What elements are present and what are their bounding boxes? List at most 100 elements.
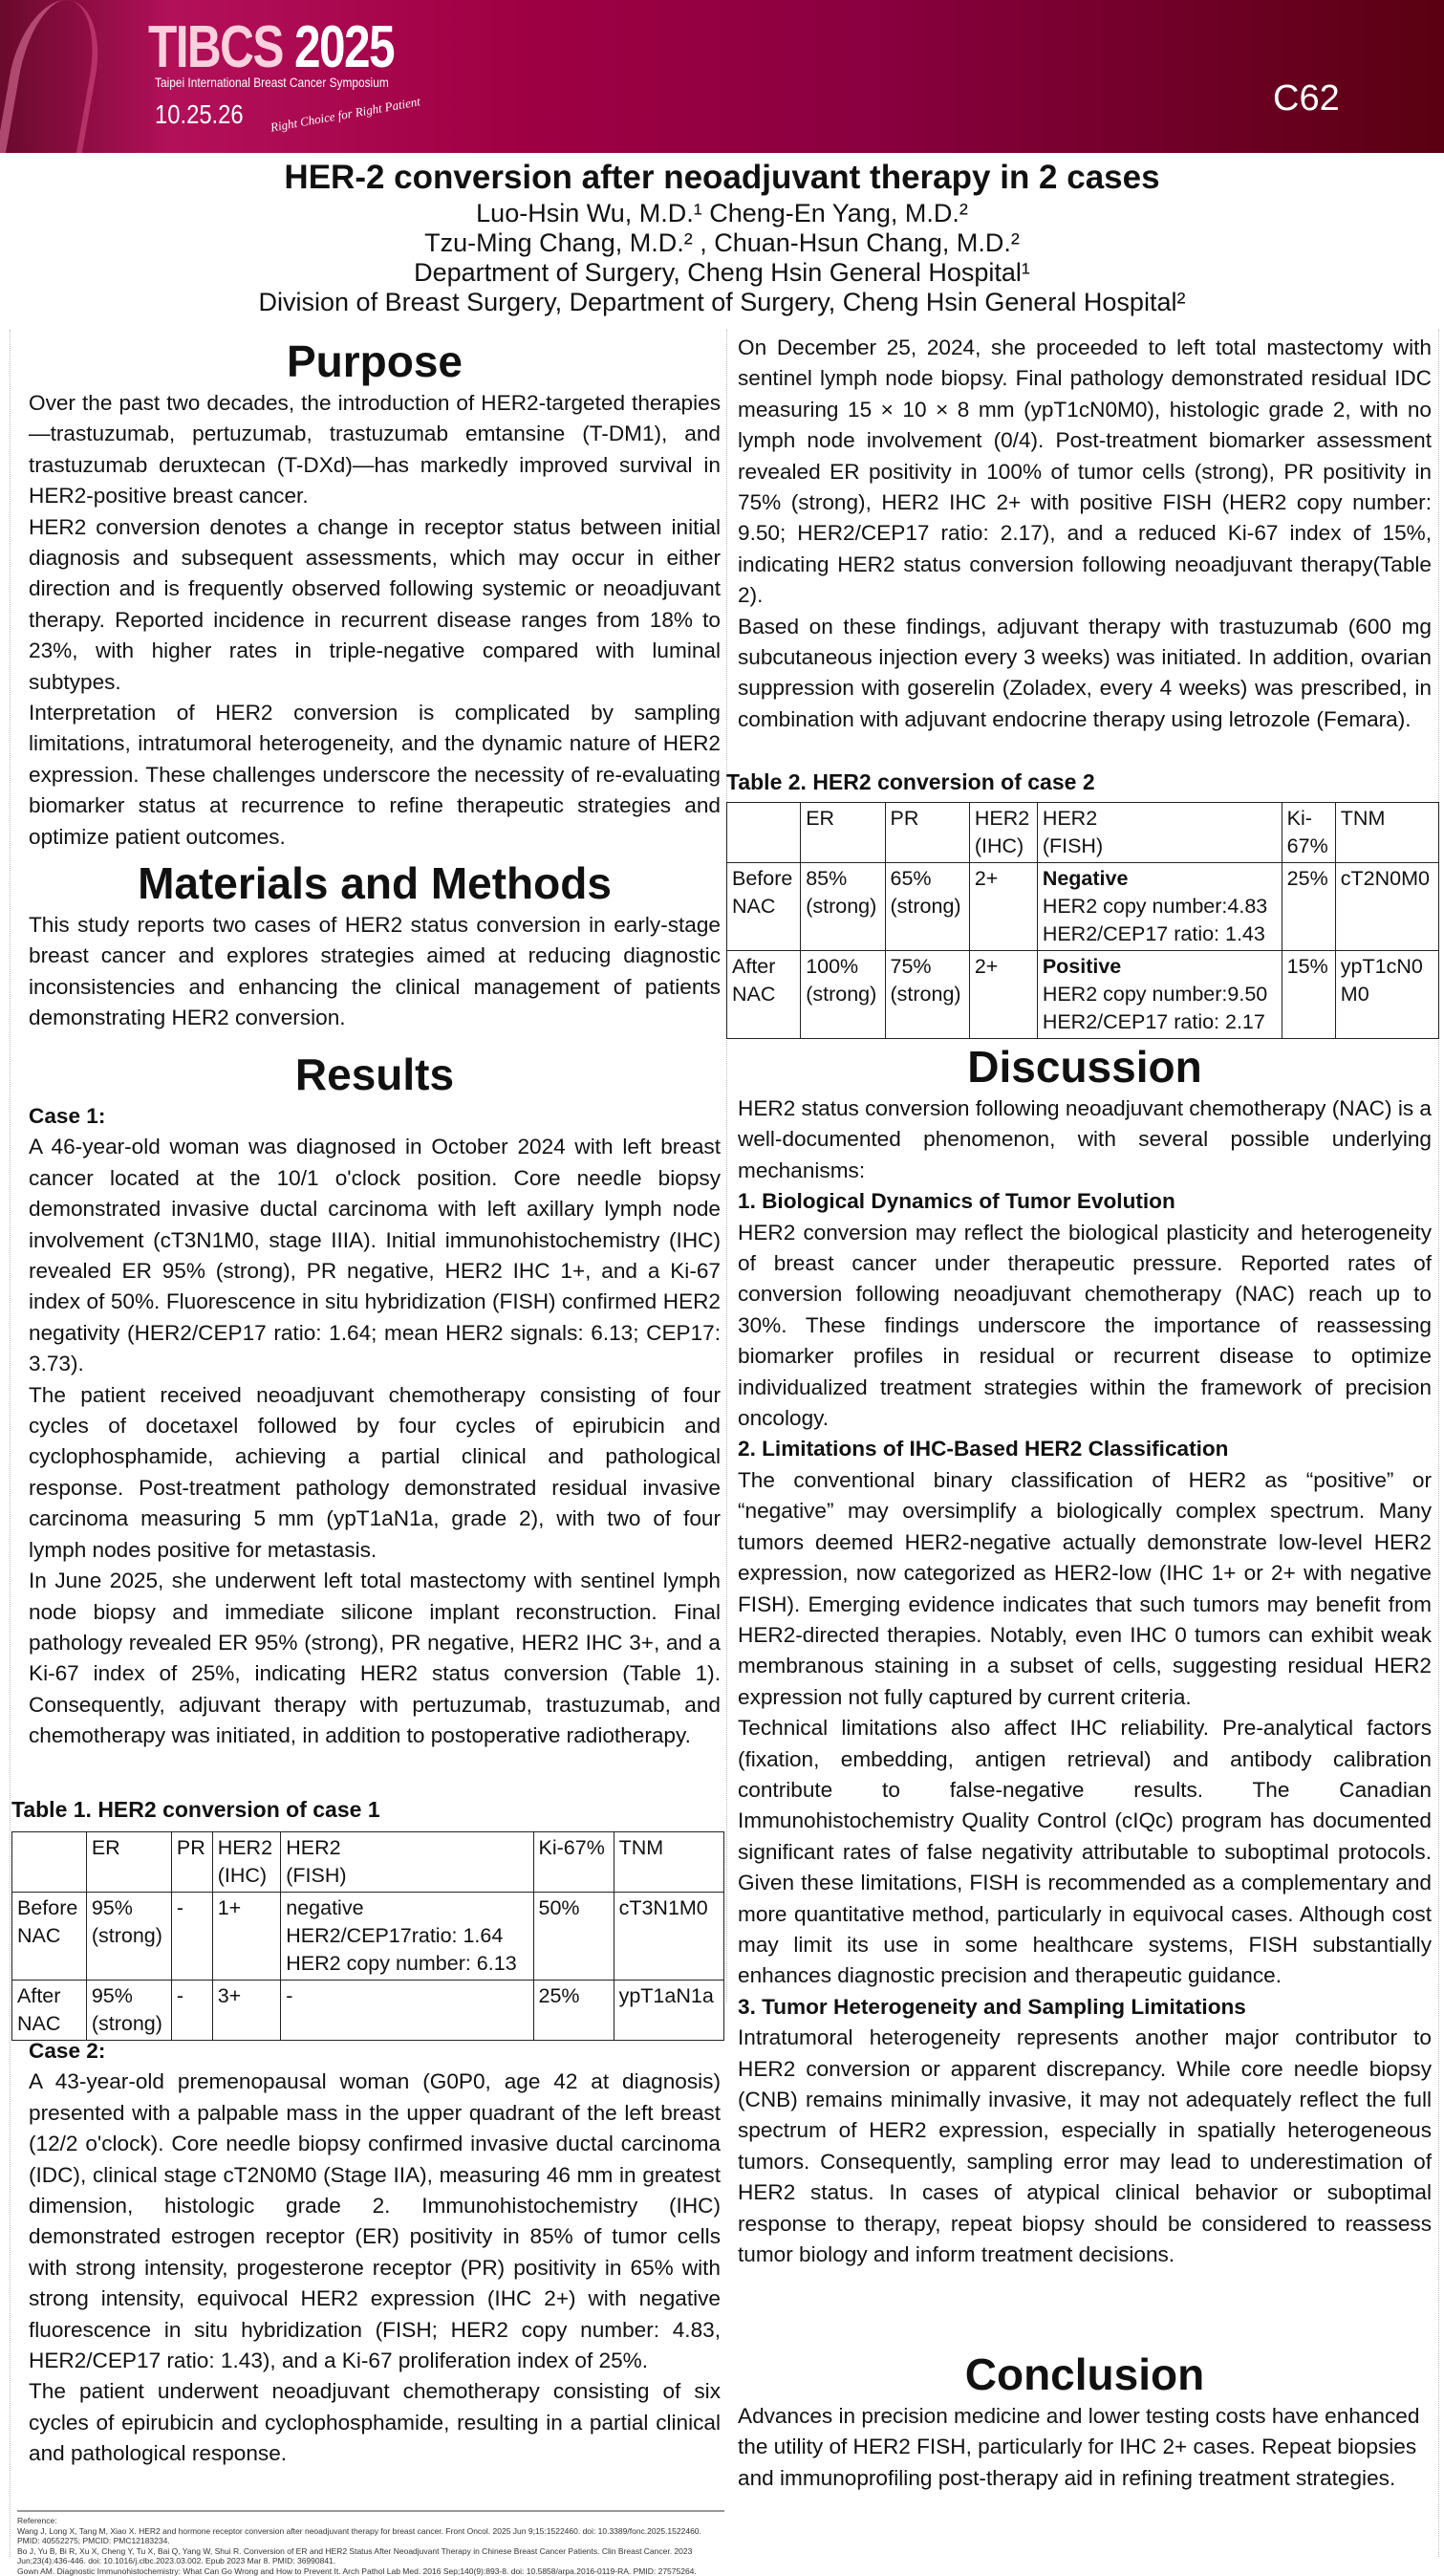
cell-text: 100%	[806, 953, 879, 981]
cell-text: Before	[17, 1894, 81, 1922]
paragraph: Technical limitations also affect IHC re…	[738, 1713, 1432, 1992]
column-border	[726, 330, 727, 2002]
table-cell	[12, 1832, 87, 1893]
table-cell: -	[171, 1893, 212, 1981]
cell-text: 67%	[1287, 833, 1330, 860]
table-cell: 65%(strong)	[885, 863, 969, 951]
cell-text: HER2 copy number:4.83	[1043, 893, 1277, 920]
references: Reference: Wang J, Long X, Tang M, Xiao …	[17, 2516, 724, 2576]
cell-text: (strong)	[891, 893, 964, 920]
cell-text: M0	[1341, 981, 1433, 1008]
cell-text: HER2	[218, 1834, 276, 1862]
table-caption: Table 1. HER2 conversion of case 1	[11, 1795, 724, 1824]
cell-text: (IHC)	[975, 833, 1032, 860]
case2-continued: On December 25, 2024, she proceeded to l…	[738, 333, 1432, 735]
cell-text: HER2/CEP17ratio: 1.64	[286, 1922, 528, 1950]
authors-line: Tzu-Ming Chang, M.D.² , Chuan-Hsun Chang…	[0, 228, 1444, 258]
cell-text: 25%	[1287, 865, 1330, 893]
section-heading: Materials and Methods	[29, 856, 721, 910]
logo-title-b: 2025	[294, 14, 394, 80]
cell-text: ER	[92, 1834, 166, 1862]
cell-text: (strong)	[92, 1922, 166, 1950]
cell-text: (FISH)	[1043, 833, 1277, 860]
ribbon-logo-graphic	[0, 0, 109, 153]
table-cell: 75%(strong)	[885, 951, 969, 1039]
conclusion-section: Conclusion Advances in precision medicin…	[738, 2348, 1432, 2494]
cell-text: ER	[806, 805, 879, 833]
paragraph: Advances in precision medicine and lower…	[738, 2401, 1432, 2494]
cell-text: Ki-	[1287, 805, 1330, 833]
cell-text: 95%	[92, 1982, 166, 2010]
table-cell: ER	[86, 1832, 171, 1893]
table-cell: cT3N1M0	[614, 1893, 723, 1981]
header-banner: TIBCS 2025 Taipei International Breast C…	[0, 0, 1444, 153]
cell-text: cT2N0M0	[1341, 865, 1433, 893]
cell-text: PR	[177, 1834, 207, 1862]
cell-text: 85%	[806, 865, 879, 893]
table-cell: ypT1aN1a	[614, 1981, 723, 2041]
cell-text: -	[177, 1982, 207, 2010]
cell-text: Before	[732, 865, 795, 893]
paragraph: On December 25, 2024, she proceeded to l…	[738, 333, 1432, 612]
cell-text: 25%	[539, 1982, 609, 2010]
table-caption: Table 2. HER2 conversion of case 2	[726, 768, 1439, 796]
cell-text: Negative	[1043, 865, 1277, 893]
cell-text: 1+	[218, 1894, 276, 1922]
purpose-section: Purpose Over the past two decades, the i…	[29, 335, 721, 853]
table-cell: 100%(strong)	[801, 951, 885, 1039]
title-block: HER-2 conversion after neoadjuvant thera…	[0, 157, 1444, 317]
cell-text: Positive	[1043, 953, 1277, 981]
reference-item: Gown AM. Diagnostic Immunohistochemistry…	[17, 2566, 724, 2576]
cell-text: HER2	[975, 805, 1032, 833]
cell-text: (strong)	[806, 893, 879, 920]
case2-section: Case 2: A 43-year-old premenopausal woma…	[29, 2036, 721, 2470]
cell-text: 95%	[92, 1894, 166, 1922]
table-cell: 3+	[212, 1981, 281, 2041]
table-cell: -	[281, 1981, 533, 2041]
table-cell: -	[171, 1981, 212, 2041]
cell-text: negative	[286, 1894, 528, 1922]
reference-item: Bo J, Yu B, Bi R, Xu X, Cheng Y, Tu X, B…	[17, 2546, 724, 2566]
table-cell: HER2(FISH)	[1037, 803, 1282, 863]
paragraph: HER2 status conversion following neoadju…	[738, 1093, 1432, 1186]
table-cell: 50%	[533, 1893, 614, 1981]
cell-text: HER2/CEP17 ratio: 2.17	[1043, 1008, 1277, 1036]
section-heading: Purpose	[29, 335, 721, 388]
cell-text: HER2	[286, 1834, 528, 1862]
cell-text: HER2/CEP17 ratio: 1.43	[1043, 920, 1277, 948]
cell-text: (IHC)	[218, 1862, 276, 1890]
discussion-section: Discussion HER2 status conversion follow…	[738, 1040, 1432, 2270]
cell-text: NAC	[17, 1922, 81, 1950]
table-cell	[727, 803, 801, 863]
cell-text: TNM	[1341, 805, 1433, 833]
table-cell: cT2N0M0	[1335, 863, 1438, 951]
cell-text: HER2 copy number: 6.13	[286, 1950, 528, 1978]
cell-text: HER2	[1043, 805, 1277, 833]
cell-text: 50%	[539, 1894, 609, 1922]
cell-text: (strong)	[891, 981, 964, 1008]
table-cell: TNM	[614, 1832, 723, 1893]
paragraph: A 46-year-old woman was diagnosed in Oct…	[29, 1132, 721, 1379]
paragraph: Based on these findings, adjuvant therap…	[738, 612, 1432, 736]
paragraph: The patient underwent neoadjuvant chemot…	[29, 2376, 721, 2469]
table-cell: HER2(FISH)	[281, 1832, 533, 1893]
paragraph: This study reports two cases of HER2 sta…	[29, 910, 721, 1034]
table1-block: Table 1. HER2 conversion of case 1 ER PR H…	[11, 1795, 724, 2041]
case-label: Case 1:	[29, 1101, 721, 1132]
paragraph: In June 2025, she underwent left total m…	[29, 1566, 721, 1751]
subheading: 2. Limitations of IHC-Based HER2 Classif…	[738, 1434, 1432, 1464]
table-cell: 25%	[533, 1981, 614, 2041]
cell-text: -	[177, 1894, 207, 1922]
cell-text: ypT1aN1a	[619, 1982, 719, 2010]
logo-tagline: Right Choice for Right Patient	[269, 94, 421, 135]
table-cell: 1+	[212, 1893, 281, 1981]
